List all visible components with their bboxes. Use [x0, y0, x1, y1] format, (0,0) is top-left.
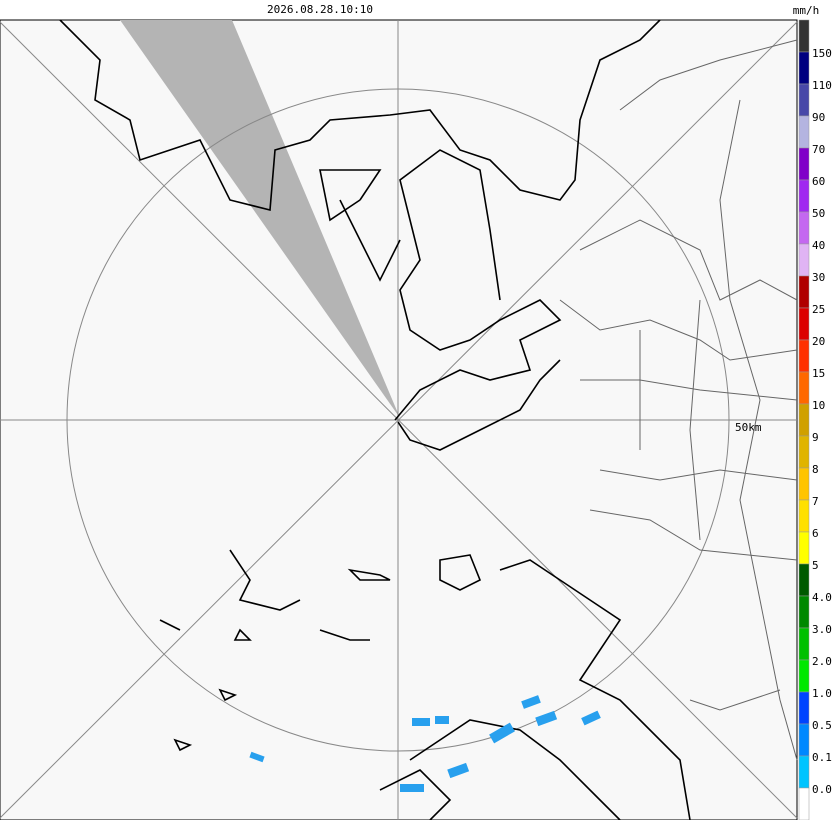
legend-swatch [798, 211, 810, 245]
legend-label: 0.5 [812, 719, 832, 732]
rain-echoes [249, 695, 601, 792]
legend-swatch [798, 563, 810, 597]
legend-swatch [798, 83, 810, 117]
rain-echo [521, 695, 541, 709]
rain-echo [489, 722, 515, 744]
legend-label: 3.0 [812, 623, 832, 636]
rain-echo [581, 710, 601, 726]
map: 50km [0, 19, 798, 821]
legend-label: 0.1 [812, 751, 832, 764]
legend-swatch [798, 19, 810, 53]
legend-label: 1.0 [812, 687, 832, 700]
legend-swatch [798, 371, 810, 405]
rain-echo [412, 718, 430, 726]
legend-swatch [798, 595, 810, 629]
legend-label: 90 [812, 111, 825, 124]
legend-swatch [798, 691, 810, 725]
color-legend: 150 110 90 70 60 50 40 30 25 20 15 10 9 8 7 6 5 4.0 3.0 2.0… [798, 19, 832, 821]
diagonal-line [0, 21, 798, 819]
coastline [59, 19, 661, 212]
legend-swatch [798, 403, 810, 437]
legend-label: 150 [812, 47, 832, 60]
legend-swatch [798, 275, 810, 309]
coastline [397, 359, 561, 451]
legend-label: 30 [812, 271, 825, 284]
legend-label: 6 [812, 527, 819, 540]
legend-swatch [798, 723, 810, 757]
rain-echo [535, 710, 558, 727]
district-borders [559, 39, 798, 761]
coastline [379, 554, 691, 821]
legend-label: 10 [812, 399, 825, 412]
legend-label: 2.0 [812, 655, 832, 668]
legend-label: 7 [812, 495, 819, 508]
timestamp: 2026.08.28.10:10 [267, 3, 373, 16]
legend-label: 4.0 [812, 591, 832, 604]
rain-echo [447, 762, 470, 779]
range-label: 50km [735, 421, 762, 434]
legend-swatch [798, 499, 810, 533]
legend-swatch [798, 435, 810, 469]
legend-label: 15 [812, 367, 825, 380]
legend-label: 8 [812, 463, 819, 476]
rain-echo [435, 716, 449, 724]
legend-swatch [798, 339, 810, 373]
legend-label: 9 [812, 431, 819, 444]
legend-swatch [798, 243, 810, 277]
legend-label: 40 [812, 239, 825, 252]
rain-echo [400, 784, 424, 792]
legend-label: 5 [812, 559, 819, 572]
legend-label: 25 [812, 303, 825, 316]
legend-swatch [798, 659, 810, 693]
legend-swatch [798, 115, 810, 149]
legend-label: 50 [812, 207, 825, 220]
legend-swatch [798, 147, 810, 181]
legend-label: 60 [812, 175, 825, 188]
legend-swatch [798, 467, 810, 501]
legend-swatch [798, 531, 810, 565]
legend-label: 20 [812, 335, 825, 348]
legend-swatch [798, 787, 810, 821]
legend-label: 70 [812, 143, 825, 156]
legend-swatch [798, 179, 810, 213]
legend-swatch [798, 755, 810, 789]
radar-blind-sector [120, 20, 400, 418]
legend-swatch [798, 307, 810, 341]
legend-swatch [798, 51, 810, 85]
unit-label: mm/h [793, 4, 820, 17]
coastline [319, 169, 401, 282]
rain-echo [249, 751, 265, 763]
coastline [394, 149, 562, 421]
legend-swatch [798, 627, 810, 661]
legend-label: 0.0 [812, 783, 832, 796]
legend-label: 110 [812, 79, 832, 92]
range-ring [66, 88, 730, 752]
islands [159, 549, 391, 752]
